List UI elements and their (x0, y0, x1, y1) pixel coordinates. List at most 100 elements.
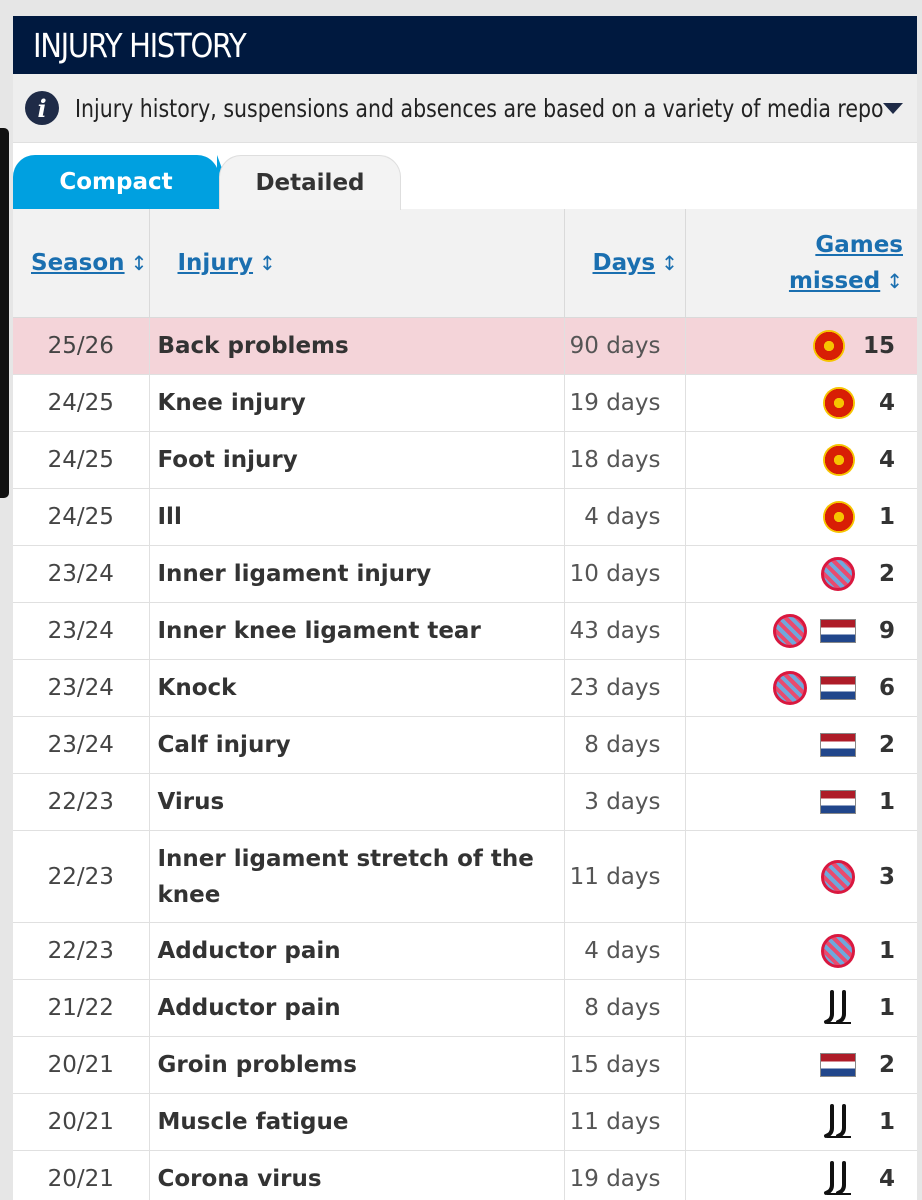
juventus-crest-icon[interactable] (823, 1161, 855, 1197)
team-icons (823, 990, 855, 1026)
sort-icon[interactable]: ↕ (130, 251, 148, 275)
sort-games-link-line2[interactable]: missed (788, 268, 881, 294)
games-missed-count: 6 (878, 675, 895, 701)
table-row: 23/24 Calf injury 8 days 2 (13, 716, 917, 774)
cell-injury: Inner ligament injury (149, 545, 565, 603)
sort-season-link[interactable]: Season (31, 250, 125, 276)
cell-season: 20/21 (13, 1093, 150, 1151)
table-body: 25/26 Back problems 90 days 15 24/25 Knee inj… (13, 317, 917, 1200)
team-icons (821, 1054, 855, 1077)
team-icons (823, 1104, 855, 1140)
sort-injury-link[interactable]: Injury (177, 250, 254, 276)
cell-games-missed: 1 (685, 922, 917, 980)
cell-season: 20/21 (13, 1036, 150, 1094)
man-utd-crest-icon[interactable] (823, 444, 855, 476)
cell-days: 19 days (564, 374, 686, 432)
info-text: Injury history, suspensions and absences… (75, 93, 883, 123)
sort-icon[interactable]: ↕ (886, 269, 903, 293)
man-utd-crest-icon[interactable] (823, 501, 855, 533)
table-row: 22/23 Virus 3 days 1 (13, 773, 917, 831)
table-row: 23/24 Knock 23 days 6 (13, 659, 917, 717)
column-header-injury[interactable]: Injury ↕ (149, 209, 565, 318)
bayern-crest-icon[interactable] (773, 671, 807, 705)
column-header-games-missed[interactable]: Games missed ↕ (685, 209, 917, 318)
cell-injury: Inner ligament stretch of the knee (149, 830, 565, 923)
man-utd-crest-icon[interactable] (812, 330, 845, 362)
netherlands-flag-icon[interactable] (821, 791, 855, 814)
cell-injury: Adductor pain (149, 979, 565, 1037)
cell-days: 90 days (564, 317, 686, 375)
bayern-crest-icon[interactable] (821, 934, 855, 968)
table-header-row: Season ↕ Injury ↕ Days ↕ Games missed ↕ (13, 209, 917, 318)
cell-season: 25/26 (13, 317, 150, 375)
column-header-season[interactable]: Season ↕ (13, 209, 150, 318)
netherlands-flag-icon[interactable] (821, 734, 855, 757)
games-missed-count: 4 (878, 390, 895, 416)
netherlands-flag-icon[interactable] (821, 620, 855, 642)
scroll-handle[interactable] (0, 128, 9, 498)
juventus-crest-icon[interactable] (823, 990, 855, 1026)
cell-season: 24/25 (13, 488, 150, 546)
cell-season: 22/23 (13, 773, 150, 831)
tab-detailed[interactable]: Detailed (219, 155, 401, 210)
cell-games-missed: 1 (685, 773, 917, 831)
cell-games-missed: 4 (685, 431, 917, 489)
bayern-crest-icon[interactable] (773, 614, 807, 648)
sort-icon[interactable]: ↕ (259, 251, 276, 275)
team-icons (821, 859, 855, 894)
table-row: 24/25 Ill 4 days 1 (13, 488, 917, 546)
cell-injury: Corona virus (149, 1150, 565, 1200)
netherlands-flag-icon[interactable] (821, 1054, 855, 1077)
cell-games-missed: 2 (685, 716, 917, 774)
cell-injury: Foot injury (149, 431, 565, 489)
cell-games-missed: 4 (685, 374, 917, 432)
games-missed-count: 1 (878, 789, 895, 816)
games-missed-count: 2 (878, 1052, 895, 1079)
tab-compact[interactable]: Compact (13, 155, 237, 209)
cell-season: 24/25 (13, 374, 150, 432)
table-row: 24/25 Knee injury 19 days 4 (13, 374, 917, 432)
team-icons (773, 671, 855, 705)
games-missed-count: 2 (878, 561, 895, 587)
cell-days: 10 days (564, 545, 686, 603)
cell-days: 18 days (564, 431, 686, 489)
cell-games-missed: 1 (685, 1093, 917, 1151)
sort-games-link-line1[interactable]: Games (815, 232, 903, 258)
bayern-crest-icon[interactable] (821, 859, 855, 894)
cell-season: 22/23 (13, 830, 150, 923)
team-icons (821, 791, 855, 814)
team-icons (821, 557, 855, 591)
table-row: 20/21 Muscle fatigue 11 days 1 (13, 1093, 917, 1151)
cell-injury: Adductor pain (149, 922, 565, 980)
table-row: 25/26 Back problems 90 days 15 (13, 317, 917, 375)
cell-injury: Groin problems (149, 1036, 565, 1094)
column-header-days[interactable]: Days ↕ (564, 209, 686, 318)
man-utd-crest-icon[interactable] (823, 387, 855, 419)
info-disclaimer-bar[interactable]: i Injury history, suspensions and absenc… (13, 74, 917, 143)
games-missed-count: 1 (878, 938, 895, 964)
team-icons (773, 614, 855, 648)
team-icons (812, 330, 845, 362)
sort-icon[interactable]: ↕ (661, 251, 678, 275)
bayern-crest-icon[interactable] (821, 557, 855, 591)
cell-injury: Virus (149, 773, 565, 831)
cell-days: 8 days (564, 979, 686, 1037)
info-icon: i (25, 91, 59, 125)
cell-games-missed: 6 (685, 659, 917, 717)
cell-days: 4 days (564, 922, 686, 980)
cell-season: 23/24 (13, 602, 150, 660)
netherlands-flag-icon[interactable] (821, 677, 855, 699)
cell-season: 23/24 (13, 545, 150, 603)
juventus-crest-icon[interactable] (823, 1104, 855, 1140)
cell-days: 19 days (564, 1150, 686, 1200)
cell-games-missed: 2 (685, 545, 917, 603)
caret-down-icon[interactable] (883, 102, 903, 114)
games-missed-count: 1 (878, 1109, 895, 1135)
table-row: 23/24 Inner ligament injury 10 days 2 (13, 545, 917, 603)
team-icons (823, 387, 855, 419)
cell-games-missed: 15 (685, 317, 917, 375)
cell-games-missed: 4 (685, 1150, 917, 1200)
cell-injury: Ill (149, 488, 565, 546)
table-row: 21/22 Adductor pain 8 days 1 (13, 979, 917, 1037)
sort-days-link[interactable]: Days (592, 250, 656, 276)
